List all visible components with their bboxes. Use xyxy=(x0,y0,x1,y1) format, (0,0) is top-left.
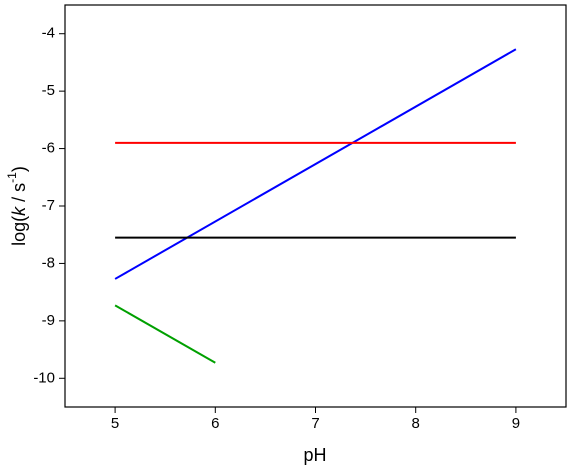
data-line xyxy=(114,304,216,364)
y-tick-label: -7 xyxy=(42,197,55,214)
y-title-middle: / s xyxy=(9,183,29,207)
y-title-sup: -1 xyxy=(5,172,19,183)
y-tick-label: -4 xyxy=(42,25,55,42)
y-title-prefix: log( xyxy=(9,216,29,246)
y-tick-label: -8 xyxy=(42,254,55,271)
y-tick-label: -9 xyxy=(42,312,55,329)
x-tick-label: 9 xyxy=(512,415,520,432)
x-tick-label: 8 xyxy=(412,415,420,432)
data-line xyxy=(114,48,517,280)
y-tick-label: -10 xyxy=(33,369,55,386)
y-tick-label: -6 xyxy=(42,140,55,157)
y-title-suffix: ) xyxy=(9,166,29,172)
y-tick-label: -5 xyxy=(42,82,55,99)
x-tick-label: 5 xyxy=(111,415,119,432)
y-title-italic: k xyxy=(9,206,29,216)
x-tick-label: 6 xyxy=(211,415,219,432)
plot-frame xyxy=(64,4,567,408)
x-axis-title: pH xyxy=(303,445,326,465)
y-axis-title: log(k / s-1) xyxy=(5,166,29,246)
x-tick-label: 7 xyxy=(311,415,319,432)
